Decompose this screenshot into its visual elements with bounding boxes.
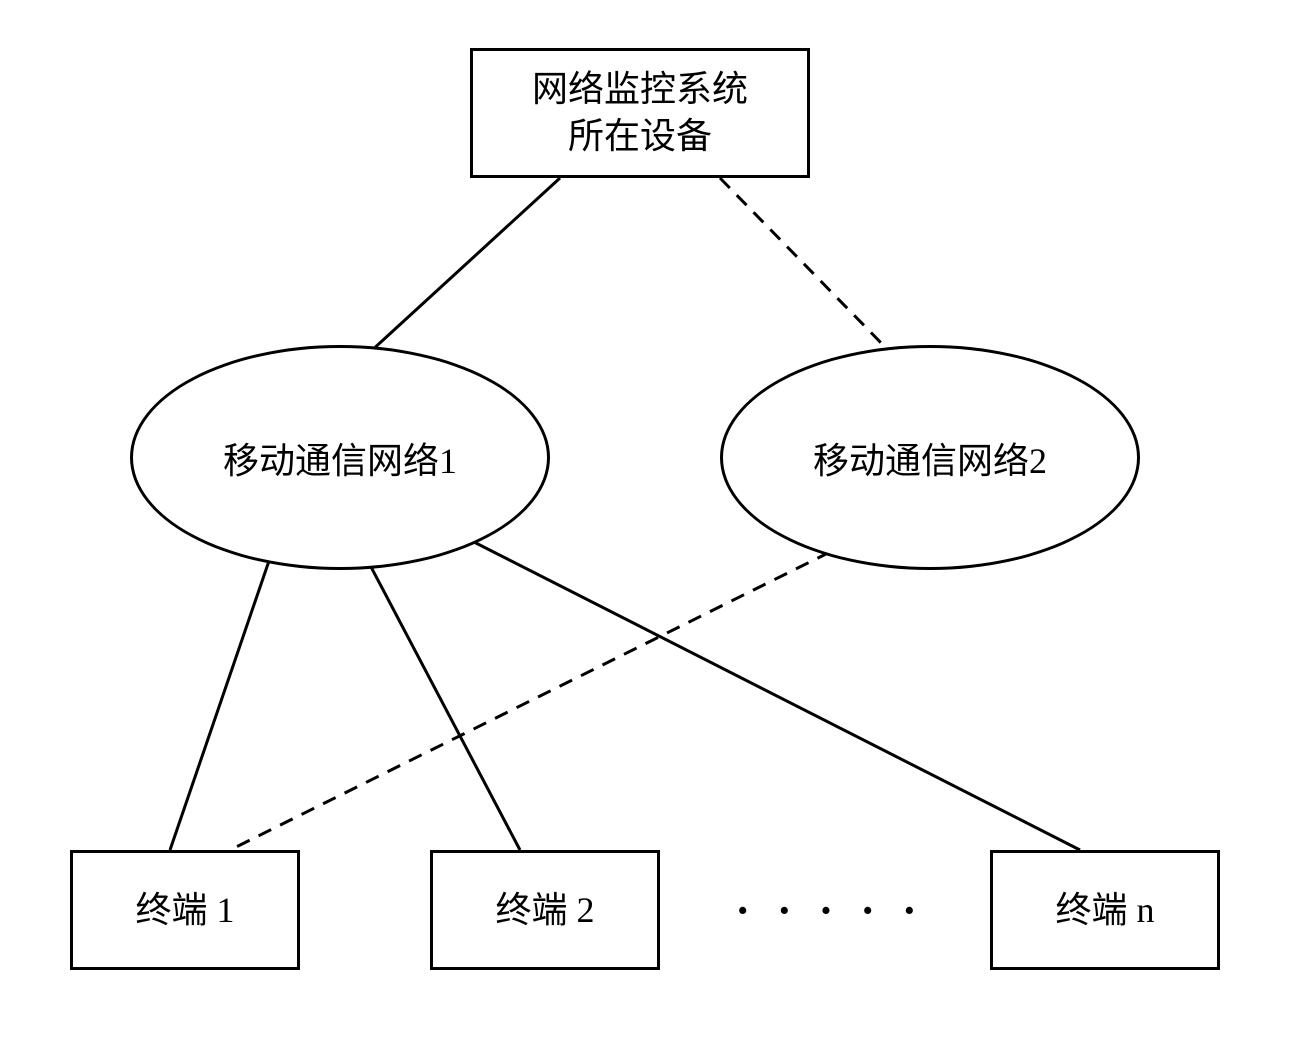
edge-net1-t2 xyxy=(370,565,520,850)
edge-net1-tn xyxy=(470,540,1080,850)
edge-net2-t1 xyxy=(230,552,830,850)
node-monitor-system: 网络监控系统所在设备 xyxy=(470,48,810,178)
node-label: 网络监控系统所在设备 xyxy=(532,66,748,160)
node-mobile-network-1: 移动通信网络1 xyxy=(130,345,550,570)
node-label: 终端 2 xyxy=(495,887,594,934)
dots-text: · · · · · xyxy=(735,885,924,936)
node-terminal-1: 终端 1 xyxy=(70,850,300,970)
node-label: 移动通信网络1 xyxy=(223,432,457,484)
node-label: 移动通信网络2 xyxy=(813,432,1047,484)
node-terminal-n: 终端 n xyxy=(990,850,1220,970)
edge-net1-t1 xyxy=(170,558,270,850)
ellipsis-dots: · · · · · xyxy=(720,880,940,940)
node-terminal-2: 终端 2 xyxy=(430,850,660,970)
node-label: 终端 n xyxy=(1055,887,1154,934)
node-label: 终端 1 xyxy=(135,887,234,934)
edge-top-net2 xyxy=(720,178,890,352)
node-mobile-network-2: 移动通信网络2 xyxy=(720,345,1140,570)
edge-top-net1 xyxy=(370,178,560,352)
